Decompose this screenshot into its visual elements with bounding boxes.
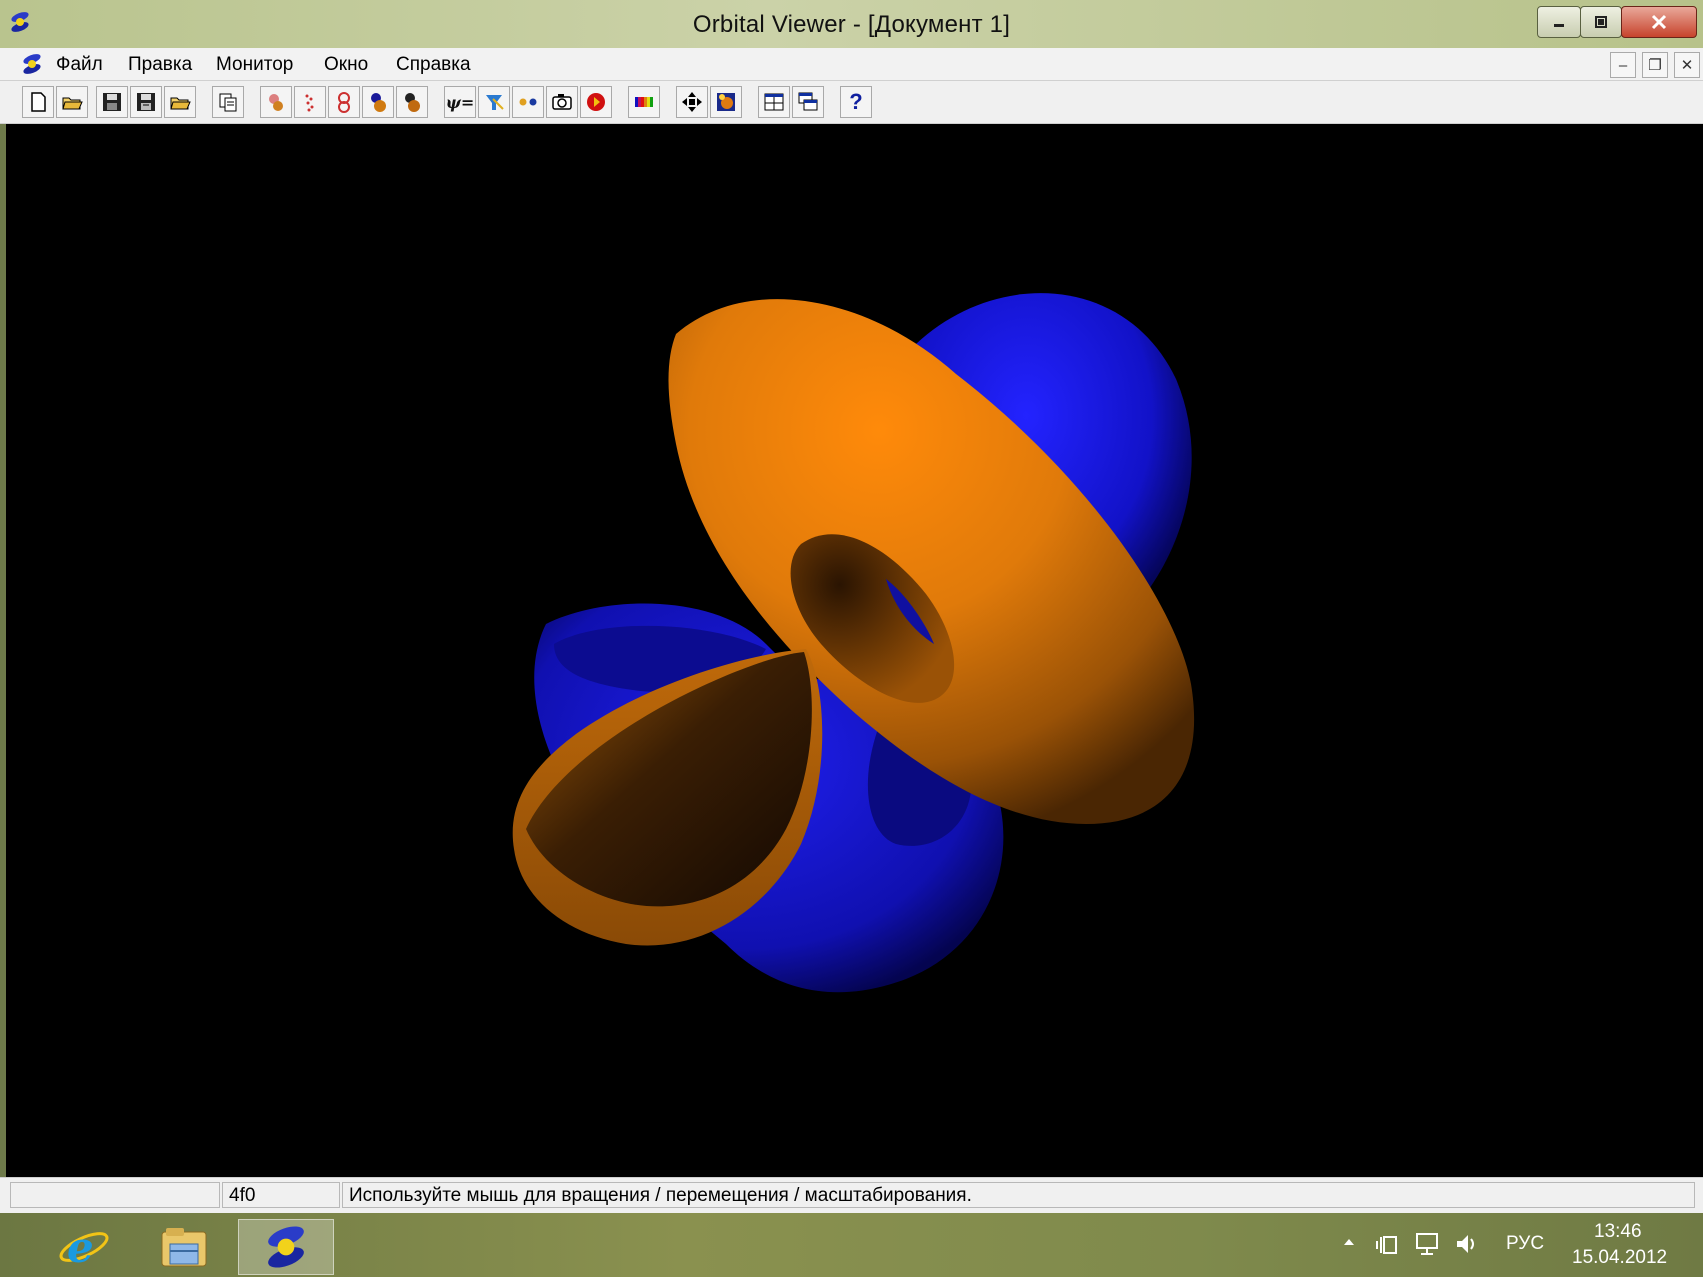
dots-icon [519,98,537,106]
clock-date[interactable]: 15.04.2012 [1572,1247,1668,1268]
svg-text:e: e [67,1223,94,1272]
orbital-4-button[interactable] [362,86,394,118]
tray-expand-icon[interactable] [1342,1235,1356,1254]
status-pane-empty [10,1182,220,1208]
power-icon[interactable] [1374,1231,1400,1262]
file-explorer-icon [161,1228,207,1267]
orbital-1-icon [269,94,283,111]
help-button[interactable]: ? [840,86,872,118]
internet-explorer-icon: e [59,1223,109,1272]
open-folder-icon [170,97,191,110]
cascade-button[interactable] [792,86,824,118]
restore-button[interactable] [1580,6,1622,38]
cascade-icon [798,92,818,111]
taskbar: e РУС 13:46 15.04.2012 [0,1213,1703,1277]
orbital-render [512,293,1195,993]
copy-button[interactable] [212,86,244,118]
taskbar-ie[interactable]: e [36,1219,132,1275]
menu-file[interactable]: Файл [56,54,103,75]
positive-torus [668,299,1195,824]
orbital-1-button[interactable] [260,86,292,118]
torus-hole-blue [886,579,934,644]
positive-bowl-inner [526,652,812,907]
dots-button[interactable] [512,86,544,118]
volume-icon[interactable] [1454,1231,1480,1262]
orbital-2-button[interactable] [294,86,326,118]
menu-monitor[interactable]: Монитор [216,54,294,75]
window-title: Orbital Viewer - [Документ 1] [692,11,1011,38]
record-icon [587,93,605,111]
orbital-2-icon [305,94,314,112]
funnel-icon [486,95,504,110]
save-button[interactable] [96,86,128,118]
doc-close-button[interactable]: ✕ [1674,52,1700,78]
new-icon [31,92,46,112]
camera-button[interactable] [546,86,578,118]
taskbar-explorer[interactable] [136,1219,232,1275]
color-bars-icon [635,97,653,107]
minimize-button[interactable] [1537,6,1581,38]
doc-minimize-button[interactable]: – [1610,52,1636,78]
save-as-icon [137,93,155,111]
orbital-3-icon [338,92,350,113]
psi-button[interactable]: ψ= [444,86,476,118]
taskbar-orbital-viewer[interactable] [238,1219,334,1275]
move-icon [682,92,702,112]
orbital-5-button[interactable] [396,86,428,118]
new-button[interactable] [22,86,54,118]
app-logo-icon[interactable] [8,10,32,34]
tile-icon [764,93,784,111]
toolbar: ψ= ? [0,81,1703,124]
orbital-viewer-icon [268,1226,304,1268]
clock-time[interactable]: 13:46 [1594,1221,1642,1242]
camera-icon [552,94,572,110]
open-folder-button[interactable] [164,86,196,118]
record-button[interactable] [580,86,612,118]
status-bar: 4f0 Используйте мышь для вращения / пере… [0,1177,1703,1214]
save-as-button[interactable] [130,86,162,118]
menu-bar: Файл Правка Монитор Окно Справка [0,48,1703,81]
menu-window[interactable]: Окно [324,54,369,75]
color-bars-button[interactable] [628,86,660,118]
psi-icon: ψ= [445,92,475,112]
save-icon [103,93,121,111]
tile-button[interactable] [758,86,790,118]
close-icon [1651,14,1667,30]
window-titlebar[interactable]: Orbital Viewer - [Документ 1] [0,0,1703,49]
orbital-5-icon [405,93,420,112]
open-button[interactable] [56,86,88,118]
close-button[interactable] [1621,6,1697,38]
status-message: Используйте мышь для вращения / перемеще… [342,1182,1695,1208]
help-icon: ? [849,89,863,114]
document-icon[interactable] [20,52,44,76]
orbital-3d-viewport[interactable] [6,124,1703,1177]
orbital-name-pane: 4f0 [222,1182,340,1208]
language-indicator[interactable]: РУС [1506,1233,1545,1254]
open-icon [62,97,83,110]
copy-icon [219,93,237,112]
orbital-3-button[interactable] [328,86,360,118]
orbital-4-icon [371,93,386,112]
move-button[interactable] [676,86,708,118]
doc-restore-button[interactable]: ❐ [1642,52,1668,78]
network-icon[interactable] [1414,1231,1440,1262]
torus-hole [790,534,955,703]
menu-help[interactable]: Справка [396,54,471,75]
light-icon [717,93,735,111]
menu-edit[interactable]: Правка [128,54,193,75]
light-button[interactable] [710,86,742,118]
funnel-button[interactable] [478,86,510,118]
